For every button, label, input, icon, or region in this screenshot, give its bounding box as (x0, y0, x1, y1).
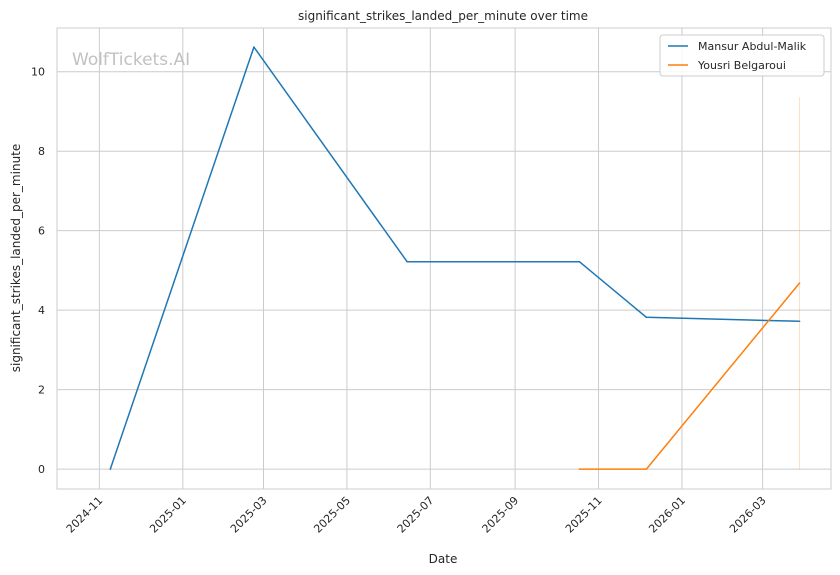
y-axis-label: significant_strikes_landed_per_minute (9, 144, 23, 373)
x-tick-label: 2026-03 (727, 494, 769, 536)
data-point (645, 316, 648, 319)
x-tick-label: 2025-05 (311, 494, 353, 536)
data-point (109, 468, 112, 470)
x-tick-label: 2025-03 (228, 494, 270, 536)
plot-area (56, 27, 832, 490)
x-tick-label: 2024-11 (64, 494, 106, 536)
watermark: WolfTickets.AI (72, 50, 190, 70)
y-tick-label: 10 (31, 66, 45, 79)
series-line-2 (579, 282, 801, 470)
y-tick-label: 2 (38, 384, 45, 397)
y-ticks: 0 2 4 6 8 10 (31, 66, 45, 476)
x-tick-label: 2025-09 (480, 494, 522, 536)
series-group (109, 46, 801, 470)
data-point (798, 282, 801, 284)
legend: Mansur Abdul-Malik Yousri Belgaroui (659, 34, 825, 77)
data-point (578, 260, 581, 263)
x-tick-label: 2025-01 (147, 494, 189, 536)
x-tick-label: 2025-07 (395, 494, 437, 536)
x-axis-label: Date (429, 552, 458, 566)
data-point (798, 320, 801, 323)
x-ticks: 2024-11 2025-01 2025-03 2025-05 2025-07 2025-… (64, 494, 769, 536)
legend-label: Mansur Abdul-Malik (698, 40, 807, 53)
legend-box (659, 34, 825, 77)
legend-label: Yousri Belgaroui (697, 59, 786, 72)
x-tick-label: 2026-01 (646, 494, 688, 536)
y-tick-label: 8 (38, 145, 45, 158)
data-point (253, 46, 255, 48)
data-point (406, 260, 408, 263)
chart-title: significant_strikes_landed_per_minute ov… (298, 9, 588, 23)
y-tick-label: 4 (38, 304, 45, 317)
y-tick-label: 0 (38, 463, 45, 476)
data-point (645, 468, 648, 470)
y-tick-label: 6 (38, 225, 45, 238)
grid (57, 28, 831, 489)
x-tick-label: 2025-11 (563, 494, 605, 536)
data-point (578, 468, 581, 470)
series-line-1 (109, 46, 800, 470)
